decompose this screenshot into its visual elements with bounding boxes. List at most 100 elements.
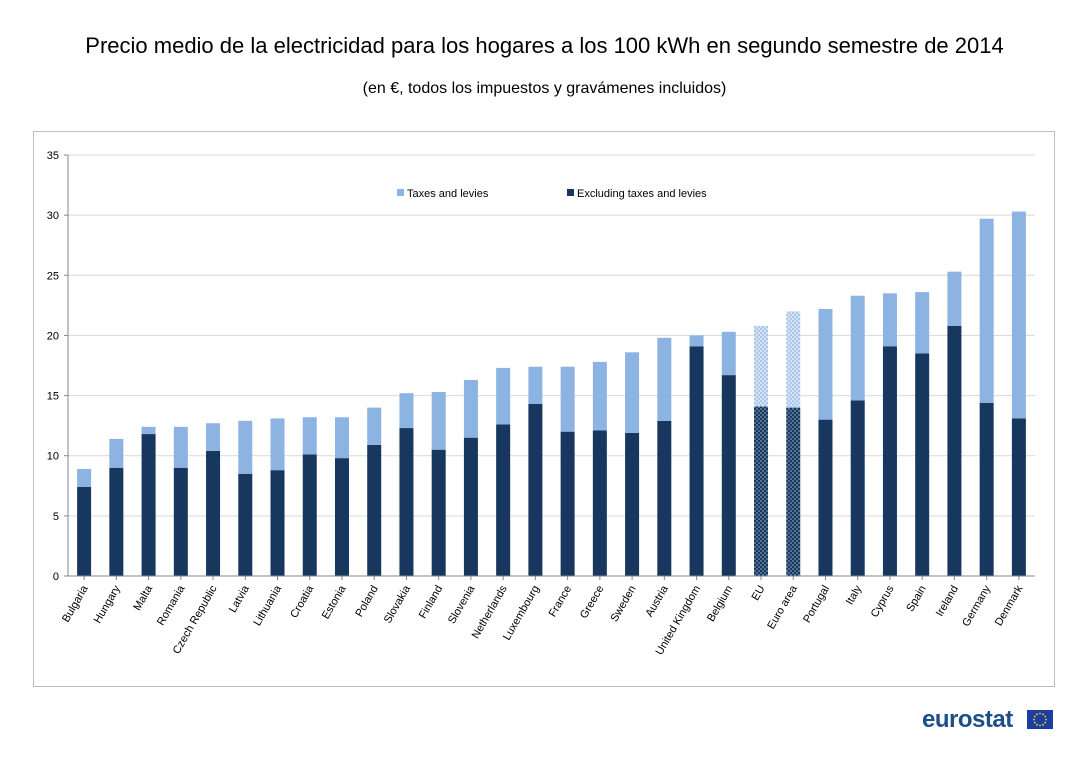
eu-flag-icon — [1027, 710, 1053, 729]
eurostat-logo-text: eurostat — [922, 706, 1013, 733]
category-label-hungary: Hungary — [92, 583, 123, 625]
bar-taxes-levies-germany — [979, 218, 994, 403]
bar-taxes-levies-spain — [915, 292, 930, 354]
bar-excluding-taxes-france — [560, 431, 575, 576]
bar-taxes-levies-ireland — [947, 271, 962, 326]
bar-taxes-levies-united-kingdom — [689, 335, 704, 347]
bar-taxes-levies-netherlands — [496, 367, 511, 425]
category-label-greece: Greece — [578, 584, 606, 621]
chart-subtitle: (en €, todos los impuestos y gravámenes … — [362, 80, 727, 97]
bar-taxes-levies-slovakia — [399, 393, 414, 429]
bar-excluding-taxes-luxembourg — [528, 403, 543, 576]
category-label-bulgaria: Bulgaria — [60, 583, 91, 625]
legend-label-excluding: Excluding taxes and levies — [577, 188, 707, 200]
category-label-france: France — [547, 584, 575, 620]
legend: Taxes and levies Excluding taxes and lev… — [397, 188, 707, 200]
bar-taxes-levies-malta — [141, 426, 156, 435]
y-tick-label: 15 — [47, 391, 59, 403]
bar-excluding-taxes-poland — [367, 444, 382, 576]
bar-taxes-levies-cyprus — [882, 293, 897, 347]
bar-taxes-levies-italy — [850, 295, 865, 401]
y-tick-label: 35 — [47, 150, 59, 162]
y-tick-label: 30 — [47, 210, 59, 222]
bar-excluding-taxes-estonia — [334, 458, 349, 576]
grid-lines — [68, 154, 1035, 577]
bar-excluding-taxes-czech-republic — [206, 450, 221, 576]
bar-taxes-levies-denmark — [1011, 211, 1026, 419]
category-label-euro-area: Euro area — [765, 583, 800, 632]
bar-excluding-taxes-denmark — [1011, 418, 1026, 576]
bar-excluding-taxes-greece — [592, 430, 607, 576]
category-label-portugal: Portugal — [801, 584, 832, 625]
bar-taxes-levies-romania — [173, 426, 188, 468]
bar-taxes-levies-poland — [367, 407, 382, 445]
category-label-croatia: Croatia — [288, 583, 317, 620]
bar-excluding-taxes-bulgaria — [77, 486, 92, 576]
category-label-finland: Finland — [417, 584, 445, 621]
category-label-malta: Malta — [131, 583, 155, 613]
bar-excluding-taxes-cyprus — [882, 346, 897, 576]
axes — [67, 155, 1035, 580]
category-label-cyprus: Cyprus — [869, 583, 897, 620]
bar-excluding-taxes-finland — [431, 449, 446, 576]
category-label-slovakia: Slovakia — [382, 583, 414, 626]
bar-taxes-levies-greece — [592, 361, 607, 431]
legend-label-taxes: Taxes and levies — [407, 188, 489, 200]
bar-taxes-levies-estonia — [334, 417, 349, 459]
bar-taxes-levies-euro-area — [786, 311, 801, 408]
bar-taxes-levies-lithuania — [270, 418, 285, 471]
bar-excluding-taxes-sweden — [625, 432, 640, 576]
bar-excluding-taxes-austria — [657, 420, 672, 576]
category-label-estonia: Estonia — [320, 583, 349, 622]
category-label-eu: EU — [750, 583, 768, 602]
category-label-germany: Germany — [960, 583, 993, 629]
bar-taxes-levies-croatia — [302, 417, 317, 455]
bar-excluding-taxes-portugal — [818, 419, 833, 576]
bar-excluding-taxes-united-kingdom — [689, 346, 704, 576]
bar-excluding-taxes-netherlands — [496, 424, 511, 576]
bar-excluding-taxes-slovenia — [463, 437, 478, 576]
bar-excluding-taxes-hungary — [109, 467, 124, 576]
bar-taxes-levies-portugal — [818, 308, 833, 420]
y-tick-label: 0 — [53, 571, 59, 583]
bar-taxes-levies-czech-republic — [206, 423, 221, 451]
category-label-latvia: Latvia — [227, 583, 253, 615]
y-tick-label: 20 — [47, 330, 59, 342]
category-label-spain: Spain — [904, 584, 928, 614]
bar-excluding-taxes-croatia — [302, 454, 317, 576]
bar-excluding-taxes-spain — [915, 353, 930, 576]
category-label-poland: Poland — [353, 584, 381, 620]
bar-taxes-levies-austria — [657, 337, 672, 421]
bar-excluding-taxes-latvia — [238, 473, 253, 576]
bar-taxes-levies-finland — [431, 391, 446, 450]
bar-taxes-levies-sweden — [625, 352, 640, 433]
bar-taxes-levies-eu — [754, 325, 769, 407]
legend-swatch-excluding — [567, 189, 574, 196]
category-label-ireland: Ireland — [934, 584, 961, 619]
bar-taxes-levies-hungary — [109, 438, 124, 468]
bar-excluding-taxes-euro-area — [786, 407, 801, 576]
y-tick-labels: 0 5 10 15 20 25 30 35 — [47, 150, 68, 583]
category-label-italy: Italy — [844, 583, 865, 607]
bar-taxes-levies-france — [560, 366, 575, 432]
bar-taxes-levies-bulgaria — [77, 468, 92, 487]
chart-title: Precio medio de la electricidad para los… — [85, 33, 1004, 58]
bar-taxes-levies-slovenia — [463, 379, 478, 438]
bar-excluding-taxes-italy — [850, 400, 865, 576]
bars — [77, 211, 1026, 576]
bar-excluding-taxes-slovakia — [399, 428, 414, 576]
category-label-denmark: Denmark — [993, 583, 1026, 628]
bar-excluding-taxes-malta — [141, 434, 156, 576]
y-tick-label: 10 — [47, 451, 59, 463]
chart-frame — [33, 131, 1055, 687]
bar-excluding-taxes-lithuania — [270, 470, 285, 576]
bar-excluding-taxes-ireland — [947, 325, 962, 576]
category-label-slovenia: Slovenia — [446, 583, 478, 626]
bar-excluding-taxes-romania — [173, 467, 188, 576]
category-label-romania: Romania — [155, 583, 188, 628]
category-label-belgium: Belgium — [705, 584, 735, 624]
category-label-austria: Austria — [643, 583, 671, 619]
bar-taxes-levies-luxembourg — [528, 366, 543, 404]
